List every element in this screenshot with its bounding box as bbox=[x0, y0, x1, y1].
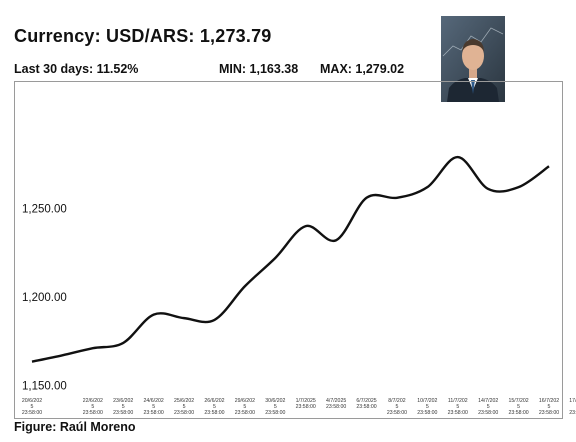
y-tick-label: 1,250.00 bbox=[22, 203, 67, 215]
x-tick-label: 1/7/2025 23:58:00 bbox=[296, 398, 316, 410]
x-tick-label: 6/7/2025 23:58:00 bbox=[356, 398, 376, 410]
x-tick-label: 25/6/202 5 23:58:00 bbox=[174, 398, 194, 416]
x-tick-label: 10/7/202 5 23:58:00 bbox=[417, 398, 437, 416]
x-tick-label: 4/7/2025 23:58:00 bbox=[326, 398, 346, 410]
person-portrait-icon bbox=[441, 16, 505, 102]
chart-frame bbox=[14, 81, 563, 419]
x-tick-label: 30/6/202 5 23:58:00 bbox=[265, 398, 285, 416]
x-tick-label: 16/7/202 5 23:58:00 bbox=[539, 398, 559, 416]
x-tick-label: 15/7/202 5 23:58:00 bbox=[508, 398, 528, 416]
x-tick-label: 22/6/202 5 23:58:00 bbox=[83, 398, 103, 416]
x-tick-label: 14/7/202 5 23:58:00 bbox=[478, 398, 498, 416]
x-tick-label: 11/7/202 5 23:58:00 bbox=[448, 398, 468, 416]
x-tick-label: 29/6/202 5 23:58:00 bbox=[235, 398, 255, 416]
x-tick-label: 20/6/202 5 23:58:00 bbox=[22, 398, 42, 416]
y-tick-label: 1,200.00 bbox=[22, 292, 67, 304]
x-tick-label: 8/7/202 5 23:58:00 bbox=[387, 398, 407, 416]
chart-title: Currency: USD/ARS: 1,273.79 bbox=[14, 26, 272, 46]
figure-caption: Figure: Raúl Moreno bbox=[14, 420, 136, 434]
y-tick-label: 1,150.00 bbox=[22, 380, 67, 392]
min-stat: MIN: 1,163.38 bbox=[219, 62, 299, 76]
max-stat: MAX: 1,279.02 bbox=[320, 62, 405, 76]
x-tick-label: 26/6/202 5 23:58:00 bbox=[204, 398, 224, 416]
x-tick-label: 24/6/202 5 23:58:00 bbox=[144, 398, 164, 416]
last-30-days-stat: Last 30 days: 11.52% bbox=[14, 62, 139, 76]
x-tick-label: 23/6/202 5 23:58:00 bbox=[113, 398, 133, 416]
series-line bbox=[31, 155, 550, 363]
